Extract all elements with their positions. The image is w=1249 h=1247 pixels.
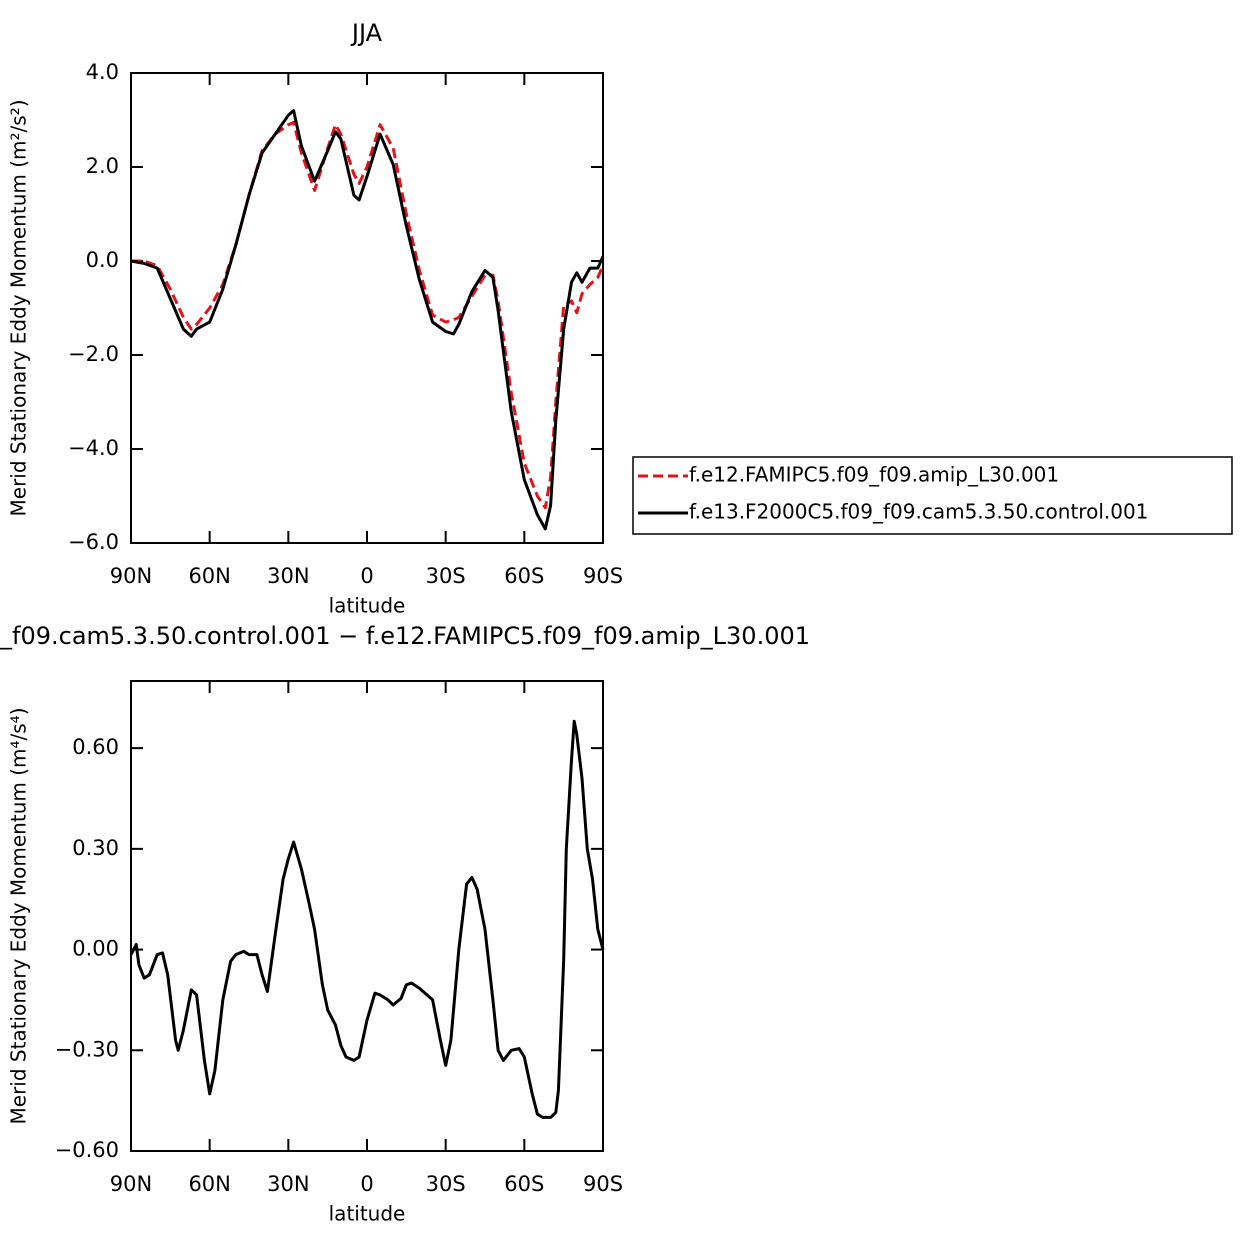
x-tick-label: 30S (426, 564, 466, 588)
y-tick-label: 4.0 (86, 60, 119, 84)
plot-frame (130, 72, 604, 544)
x-axis-label: latitude (329, 1202, 406, 1226)
legend-label: f.e12.FAMIPC5.f09_f09.amip_L30.001 (689, 463, 1059, 487)
x-tick-label: 90S (583, 1172, 623, 1196)
y-tick-label: −2.0 (68, 342, 119, 366)
y-tick-label: −0.30 (55, 1037, 119, 1061)
data-line (129, 719, 605, 1119)
x-tick-label: 30S (426, 1172, 466, 1196)
y-tick-label: 0.30 (72, 836, 119, 860)
y-axis-label: Merid Stationary Eddy Momentum (m⁴/s⁴) (7, 708, 31, 1125)
chart-title: _f09.cam5.3.50.control.001 − f.e12.FAMIP… (0, 622, 810, 650)
y-tick-label: −0.60 (55, 1138, 119, 1162)
x-tick-label: 0 (360, 564, 373, 588)
plot-frame (130, 680, 604, 1152)
x-axis-label: latitude (329, 594, 406, 618)
legend-label: f.e13.F2000C5.f09_f09.cam5.3.50.control.… (689, 500, 1148, 524)
y-tick-label: 0.00 (72, 937, 119, 961)
y-tick-label: −6.0 (68, 530, 119, 554)
y-tick-label: 0.0 (86, 248, 119, 272)
x-tick-label: 30N (267, 1172, 309, 1196)
x-tick-label: 60N (188, 564, 230, 588)
data-line (131, 120, 605, 510)
x-tick-label: 90N (110, 1172, 152, 1196)
x-tick-label: 90S (583, 564, 623, 588)
y-axis-label: Merid Stationary Eddy Momentum (m²/s²) (7, 100, 31, 517)
x-tick-label: 30N (267, 564, 309, 588)
y-tick-label: 2.0 (86, 154, 119, 178)
x-tick-label: 90N (110, 564, 152, 588)
chart-title: JJA (350, 19, 383, 47)
x-tick-label: 60S (504, 1172, 544, 1196)
x-tick-label: 60S (504, 564, 544, 588)
x-tick-label: 60N (188, 1172, 230, 1196)
y-tick-label: −4.0 (68, 436, 119, 460)
y-tick-label: 0.60 (72, 735, 119, 759)
x-tick-label: 0 (360, 1172, 373, 1196)
data-line (130, 109, 605, 531)
legend-box (632, 456, 1233, 535)
